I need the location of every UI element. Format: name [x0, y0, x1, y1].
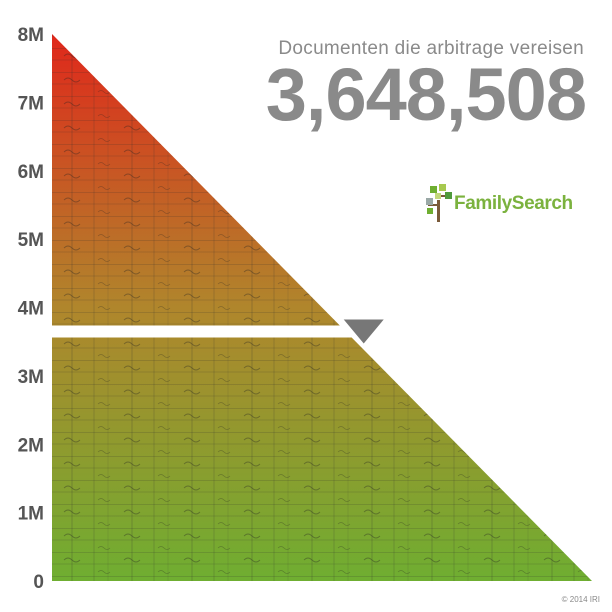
tree-icon	[426, 184, 452, 222]
y-tick-label: 2M	[18, 435, 44, 456]
y-tick-label: 7M	[18, 93, 44, 114]
remaining-area-texture	[52, 337, 592, 581]
y-tick-label: 3M	[18, 367, 44, 388]
current-value-marker	[343, 319, 384, 344]
y-tick-label: 6M	[18, 162, 44, 183]
document-count: 3,648,508	[265, 53, 587, 136]
copyright: © 2014 IRI	[561, 595, 600, 604]
y-tick-label: 4M	[18, 299, 44, 320]
y-tick-label: 0	[33, 572, 44, 593]
y-tick-label: 8M	[18, 25, 44, 46]
y-tick-label: 1M	[18, 504, 44, 525]
completed-area-texture	[52, 34, 340, 326]
y-tick-label: 5M	[18, 230, 44, 251]
brand-name: FamilySearch	[454, 193, 573, 214]
familysearch-logo: FamilySearch	[426, 184, 586, 224]
headline-caption: Documenten die arbitrage vereisen	[278, 38, 584, 59]
